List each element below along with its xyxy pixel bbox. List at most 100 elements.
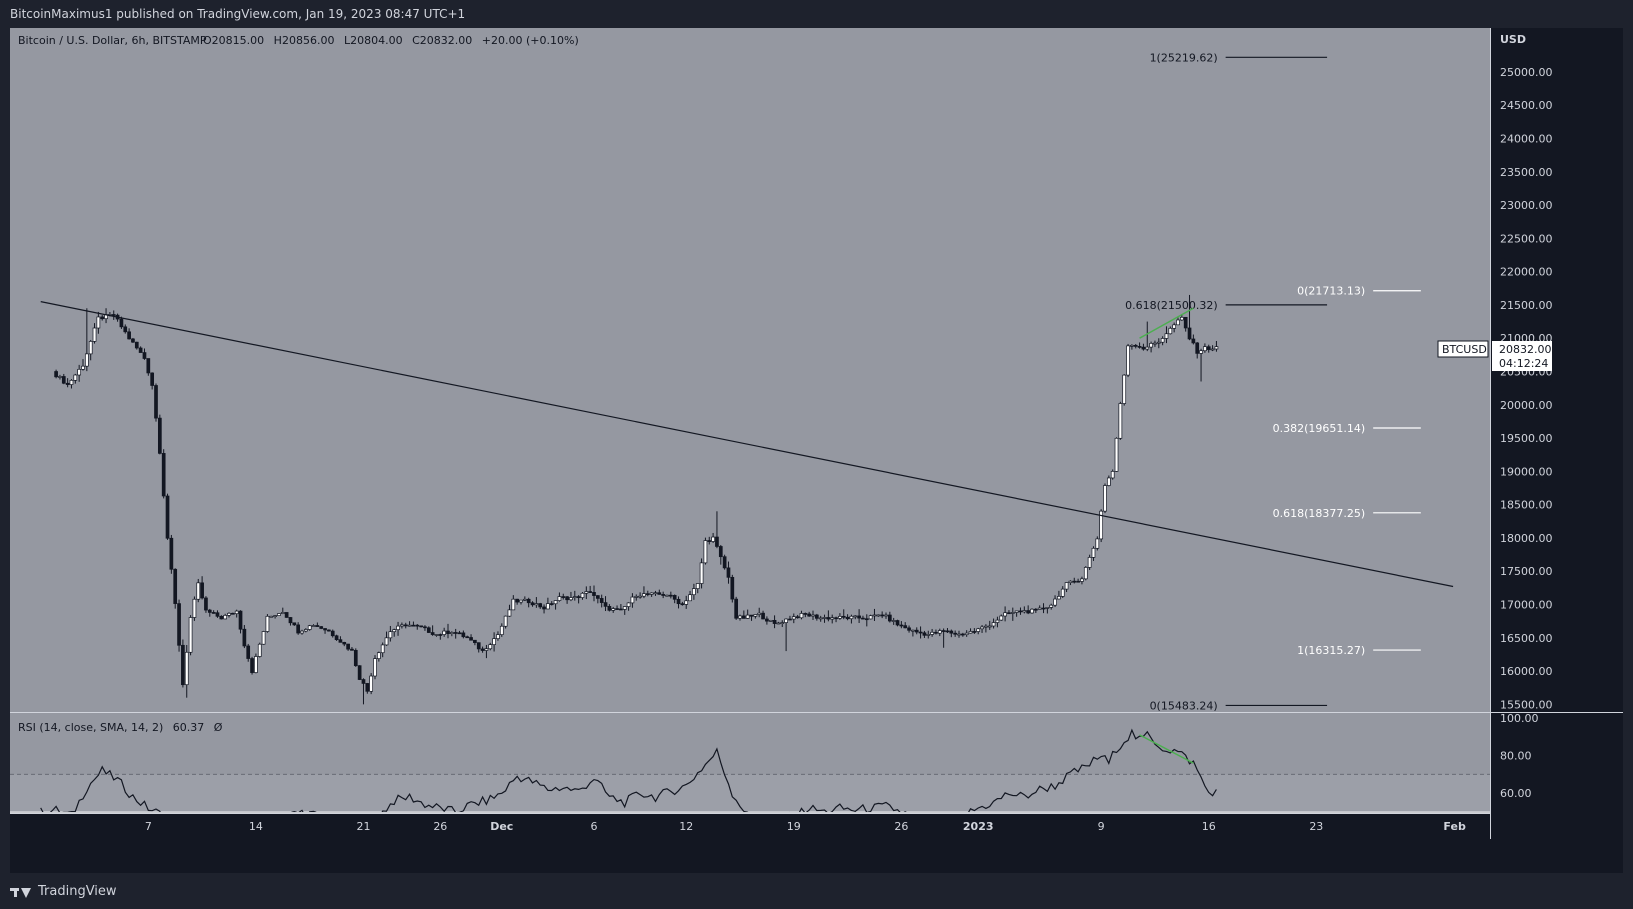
candle-body [426, 627, 431, 633]
candle-body [511, 598, 516, 611]
tradingview-footer[interactable]: TradingView [10, 880, 117, 904]
candle-body [588, 591, 593, 593]
price-tick-label: 18000.00 [1500, 532, 1553, 545]
candle-body [753, 614, 758, 617]
candle-body [1168, 327, 1173, 335]
legend-c-label: C [412, 34, 420, 47]
candle-body [887, 614, 892, 622]
candle-body [188, 617, 193, 653]
fib-level-label: 0.618(21500.32) [1125, 299, 1218, 312]
chart-svg[interactable]: 1(25219.62) 0.618(21500.32) 0(21713.13) 0.3… [10, 28, 1623, 873]
candle-body [841, 615, 846, 618]
candle-body [100, 316, 105, 320]
candle-body [123, 326, 128, 333]
legend-h-label: H [274, 34, 282, 47]
candle-body [131, 338, 135, 343]
candle-body [81, 365, 85, 370]
candle-body [864, 618, 869, 621]
candle-body [976, 628, 981, 632]
fib-level-label: 1(25219.62) [1150, 51, 1218, 64]
candle-body [380, 644, 385, 654]
candle-body [58, 376, 62, 378]
candle-body [376, 652, 381, 659]
legend-c-value: 20832.00 [420, 34, 473, 47]
price-axis[interactable] [1490, 28, 1623, 813]
candle-body [430, 632, 435, 635]
candle-body [672, 595, 677, 600]
candle-body [876, 614, 881, 617]
candle-body [146, 358, 151, 374]
candle-body [899, 624, 904, 627]
candle-body [357, 665, 362, 680]
candle-body [61, 376, 66, 384]
candle-body [134, 341, 139, 349]
time-axis[interactable] [10, 813, 1490, 839]
candle-body [496, 634, 500, 639]
candle-body [415, 624, 420, 627]
rsi-legend: RSI (14, close, SMA, 14, 2) 60.37 Ø [18, 721, 223, 734]
candle-body [65, 382, 70, 385]
time-tick-label: 26 [433, 820, 447, 833]
candle-body [665, 594, 669, 597]
candle-body [649, 592, 654, 595]
candle-body [684, 600, 689, 605]
candle-body [1037, 607, 1042, 610]
fib-level-label: 0(15483.24) [1150, 699, 1218, 712]
candle-body [1122, 374, 1127, 404]
rsi-pane[interactable] [10, 713, 1490, 813]
candle-body [469, 637, 473, 641]
time-tick-label: 23 [1309, 820, 1323, 833]
legend-symbol: Bitcoin / U.S. Dollar, 6h, BITSTAMP [18, 34, 207, 47]
tradingview-brand: TradingView [38, 884, 117, 899]
candle-body [403, 624, 408, 627]
candle-body [638, 595, 642, 598]
candle-body [634, 596, 639, 598]
candle-body [884, 614, 888, 617]
candle-body [557, 596, 562, 601]
candle-body [811, 614, 815, 617]
candle-body [703, 540, 708, 564]
time-tick-label: 6 [591, 820, 598, 833]
candle-body [615, 608, 619, 610]
candle-body [1014, 610, 1019, 613]
price-pane[interactable] [10, 28, 1490, 712]
candle-body [1076, 580, 1080, 583]
price-tick-label: 20000.00 [1500, 399, 1553, 412]
candle-body [538, 603, 543, 608]
candle-body [384, 637, 389, 646]
candle-body [807, 613, 812, 617]
candle-body [661, 594, 666, 596]
candle-body [534, 603, 539, 606]
candle-body [861, 617, 865, 620]
candle-body [1145, 346, 1150, 350]
candle-body [1210, 348, 1215, 351]
candle-body [323, 628, 327, 631]
last-price-label [1492, 341, 1552, 371]
candle-body [1130, 344, 1134, 347]
price-tick-label: 21500.00 [1500, 299, 1553, 312]
candle-body [1137, 346, 1142, 348]
candle-body [688, 594, 692, 602]
price-tick-label: 16000.00 [1500, 665, 1553, 678]
descending-trendline [40, 301, 1454, 588]
candle-body [319, 626, 324, 629]
candle-body [741, 615, 746, 619]
candle-body [392, 629, 397, 633]
candle-body [668, 594, 673, 597]
publish-header: BitcoinMaximus1 published on TradingView… [0, 0, 1633, 28]
candle-body [934, 631, 938, 634]
candle-body [1068, 580, 1073, 583]
candle-body [292, 622, 297, 626]
candle-body [1214, 346, 1219, 350]
price-tick-label: 24000.00 [1500, 133, 1553, 146]
candle-body [711, 536, 715, 542]
candle-body [1095, 538, 1100, 549]
candle-body [991, 622, 996, 627]
candle-body [315, 625, 320, 627]
time-tick-label: Feb [1443, 820, 1466, 833]
rsi-tick-label: 80.00 [1500, 750, 1532, 763]
candle-body [238, 610, 243, 630]
candle-body [407, 624, 412, 627]
rsi-label: RSI (14, close, SMA, 14, 2) [18, 721, 163, 734]
candle-body [1022, 610, 1027, 613]
